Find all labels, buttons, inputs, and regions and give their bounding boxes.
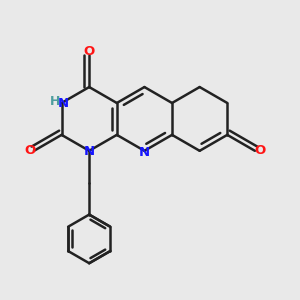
Text: O: O — [84, 45, 95, 58]
Text: N: N — [84, 145, 95, 158]
Text: O: O — [25, 144, 36, 157]
Text: O: O — [254, 144, 266, 157]
Text: N: N — [139, 146, 150, 159]
Text: N: N — [57, 97, 68, 110]
Text: H: H — [50, 95, 60, 108]
